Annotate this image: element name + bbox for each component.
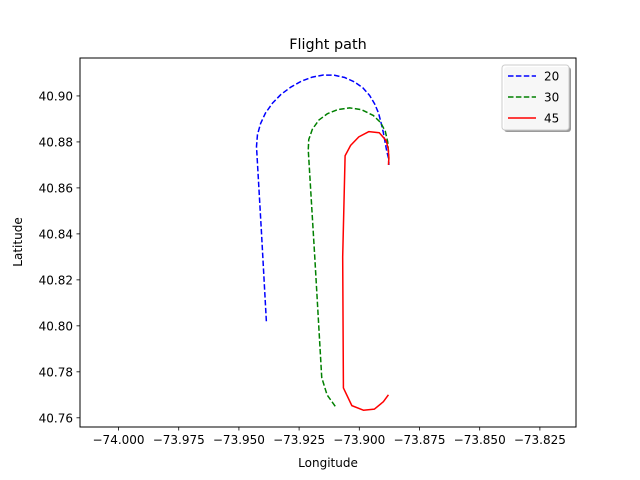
x-tick-label: −73.950 — [213, 433, 265, 447]
y-tick-label: 40.90 — [39, 89, 73, 103]
y-axis-label: Latitude — [11, 217, 25, 266]
x-tick-label: −73.900 — [333, 433, 385, 447]
chart-title: Flight path — [289, 37, 366, 53]
x-tick-label: −73.825 — [514, 433, 566, 447]
y-tick-label: 40.78 — [39, 365, 73, 379]
x-axis-ticks: −74.000 −73.975 −73.950 −73.925 −73.900 −73.8… — [93, 427, 566, 447]
series-line-30 — [307, 107, 390, 407]
x-axis-label: Longitude — [298, 456, 358, 470]
x-tick-label: −73.875 — [393, 433, 445, 447]
y-tick-label: 40.80 — [39, 319, 73, 333]
y-tick-label: 40.86 — [39, 181, 73, 195]
legend-label-45: 45 — [544, 112, 559, 126]
y-axis-ticks: 40.76 40.78 40.80 40.82 40.84 40.86 40.88 40.90 — [39, 89, 80, 425]
y-tick-label: 40.84 — [39, 227, 73, 241]
x-tick-label: −74.000 — [93, 433, 145, 447]
series-line-45 — [341, 130, 390, 411]
plot-frame — [79, 57, 577, 428]
series-layer — [255, 74, 390, 411]
plot-area — [80, 58, 576, 427]
legend-label-30: 30 — [544, 91, 559, 105]
x-tick-label: −73.975 — [153, 433, 205, 447]
series-line-20 — [255, 74, 390, 322]
x-tick-label: −73.850 — [454, 433, 506, 447]
legend-label-20: 20 — [544, 70, 559, 84]
y-tick-label: 40.82 — [39, 273, 73, 287]
legend: 20 30 45 — [501, 64, 571, 132]
x-tick-label: −73.925 — [273, 433, 325, 447]
y-tick-label: 40.76 — [39, 411, 73, 425]
y-tick-label: 40.88 — [39, 135, 73, 149]
